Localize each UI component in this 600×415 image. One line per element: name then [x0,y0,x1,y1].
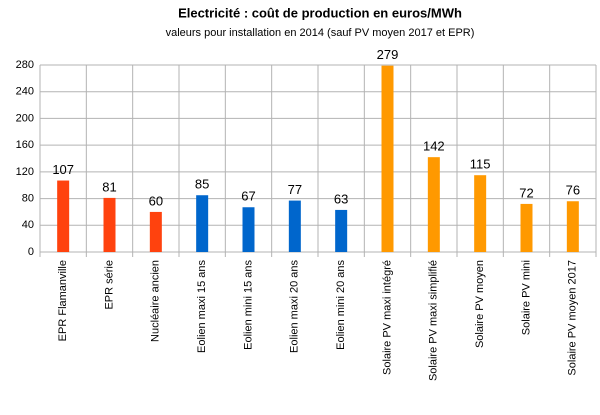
bar [335,209,348,252]
y-tick-label: 280 [16,59,34,71]
value-label: 107 [52,162,74,177]
y-tick-label: 40 [22,219,34,231]
bar [520,203,533,252]
x-tick-label: Solaire PV maxi intégré [381,260,393,375]
value-label: 76 [566,183,580,198]
bar [288,200,301,252]
value-label: 63 [334,191,348,206]
bar [103,197,116,252]
bar [427,157,440,252]
bar [149,211,162,252]
value-label: 60 [149,193,163,208]
x-tick-label: Eolien maxi 20 ans [289,260,301,353]
x-tick-label: Solaire PV moyen 2017 [567,260,579,376]
bar [196,195,209,252]
y-tick-label: 160 [16,139,34,151]
bar [474,175,487,252]
x-tick-label: Solaire PV mini [520,260,532,335]
value-label: 142 [423,139,445,154]
x-tick-label: EPR série [103,260,115,310]
bar [242,207,255,252]
value-label: 67 [241,189,255,204]
x-tick-label: Solaire PV maxi simplifié [428,260,440,381]
x-tick-label: EPR Flamanville [57,260,69,341]
y-tick-label: 240 [16,86,34,98]
x-tick-label: Eolien mini 20 ans [335,260,347,350]
y-tick-label: 80 [22,192,34,204]
x-tick-label: Solaire PV moyen [474,260,486,348]
value-label: 279 [377,47,399,62]
value-label: 85 [195,177,209,192]
bar [57,180,70,252]
value-label: 81 [102,179,116,194]
bar [566,201,579,252]
y-tick-label: 120 [16,166,34,178]
x-tick-label: Eolien maxi 15 ans [196,260,208,353]
value-label: 77 [288,182,302,197]
chart-subtitle: valeurs pour installation en 2014 (sauf … [166,27,475,39]
value-label: 72 [519,185,533,200]
x-tick-label: Eolien mini 15 ans [242,260,254,350]
y-tick-label: 200 [16,112,34,124]
bar [381,65,394,253]
value-label: 115 [470,157,491,172]
chart-title: Electricité : coût de production en euro… [178,5,462,20]
y-tick-label: 0 [28,246,34,258]
x-tick-label: Nucléaire ancien [150,260,162,342]
